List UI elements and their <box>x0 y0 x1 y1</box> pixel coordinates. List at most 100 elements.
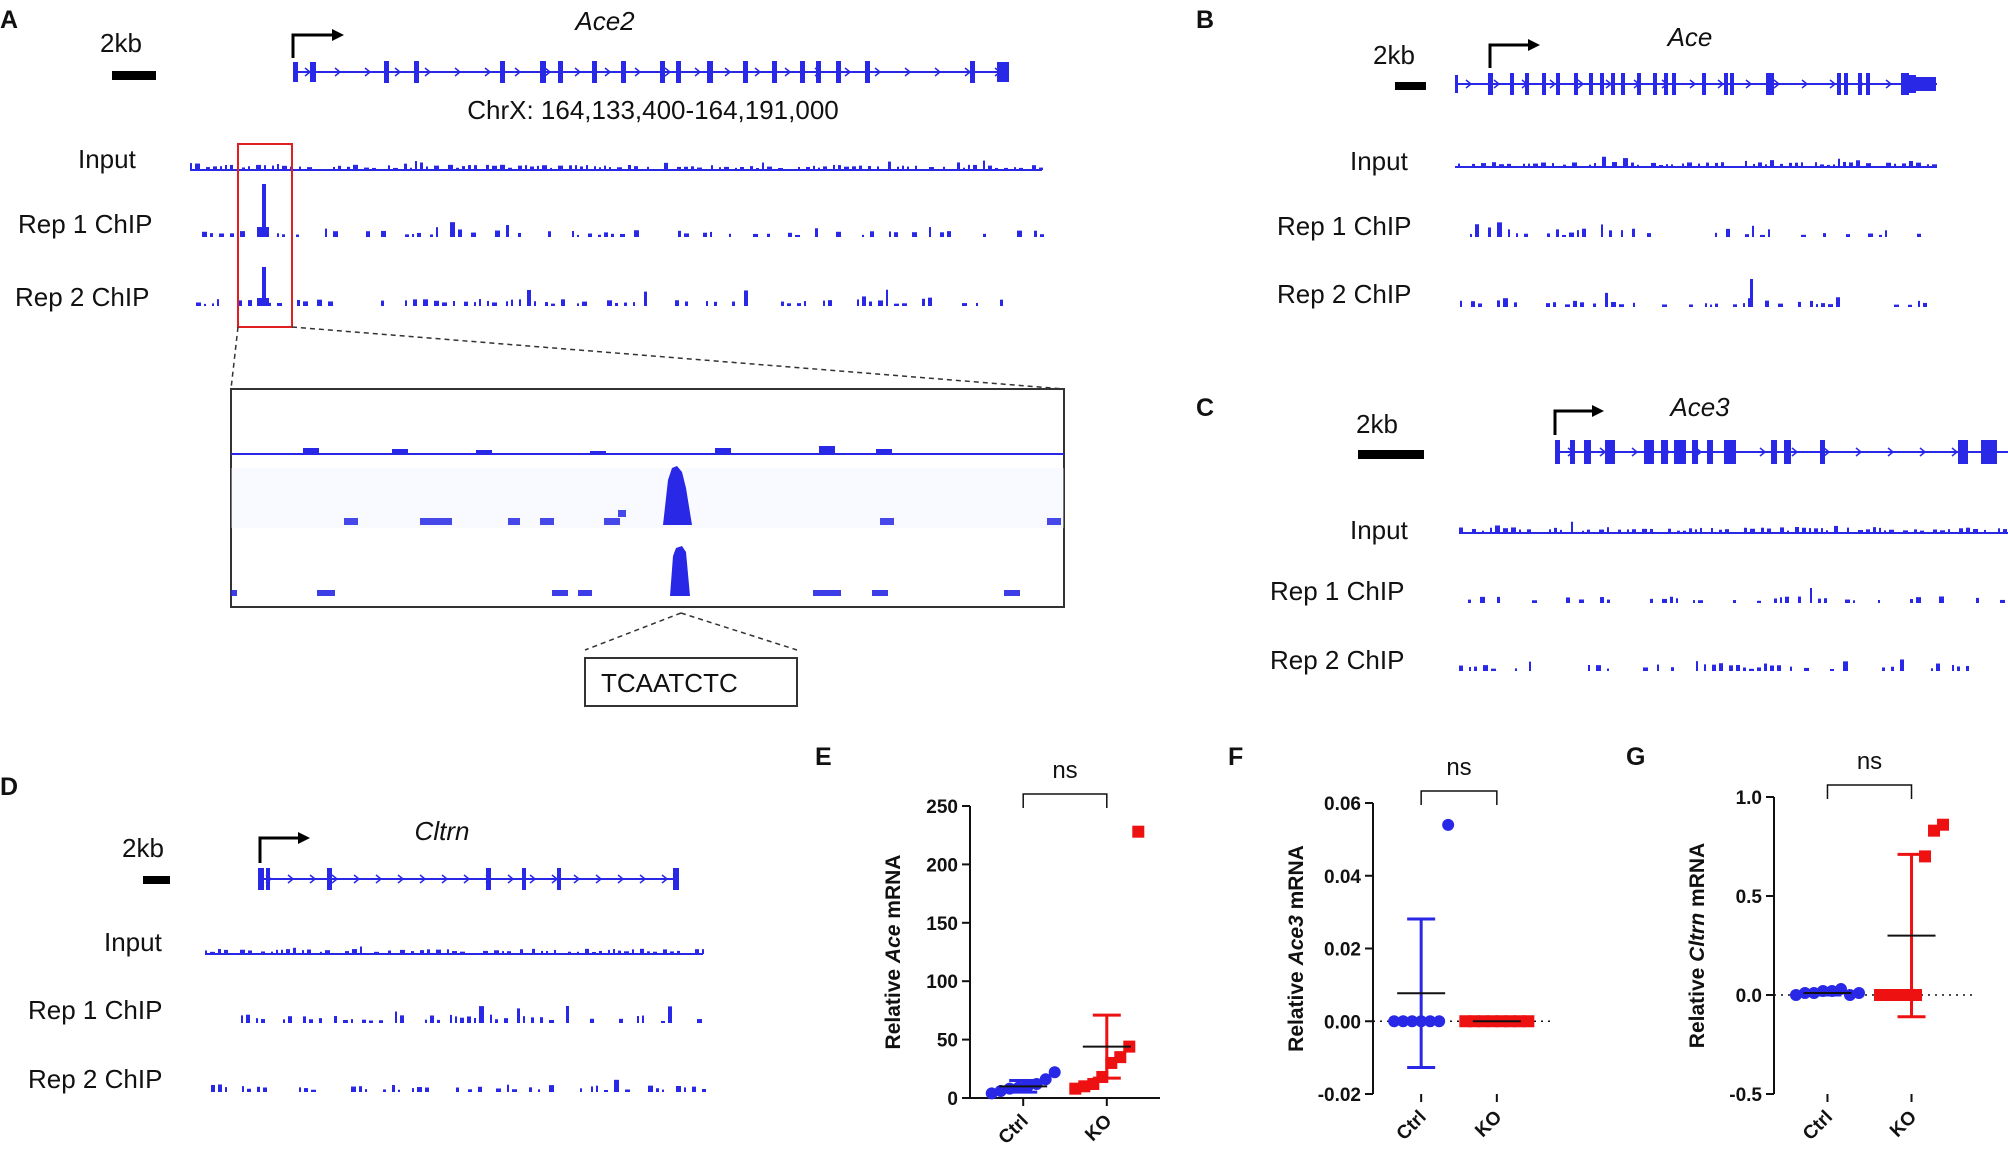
signal-bar <box>427 949 430 954</box>
signal-bar <box>400 949 405 954</box>
signal-bar <box>1804 667 1809 671</box>
exon <box>486 868 491 890</box>
signal-bar <box>417 1087 422 1092</box>
signal-bar <box>506 225 509 237</box>
track-label-rep2-d: Rep 2 ChIP <box>28 1064 162 1094</box>
ctrl-point <box>1039 1073 1052 1086</box>
signal-bar <box>604 1089 608 1092</box>
signal-bar <box>611 233 614 237</box>
signal-bar <box>415 161 417 170</box>
signal-bar <box>1846 234 1850 237</box>
exon <box>1724 73 1728 95</box>
signal-bar <box>1821 528 1823 533</box>
signal-bar <box>494 950 499 954</box>
signal-bar <box>976 302 978 306</box>
signal-bar <box>878 300 883 306</box>
signal-bar <box>1633 302 1635 307</box>
gene-model-a <box>293 61 1009 83</box>
signal-bar <box>1552 163 1554 167</box>
signal-bar <box>288 1016 292 1023</box>
signal-bar <box>276 949 278 954</box>
signal-bar <box>388 950 391 954</box>
signal-bar <box>1689 528 1692 533</box>
tss-arrow-a <box>291 29 344 58</box>
motif-line-right <box>680 612 798 651</box>
exon <box>1661 440 1668 464</box>
signal-bar <box>1882 667 1885 671</box>
signal-bar <box>1715 162 1718 167</box>
signal-bar <box>347 166 350 170</box>
signal-bar <box>502 951 504 954</box>
ctrl-point <box>1048 1066 1061 1079</box>
signal-bar <box>1469 667 1471 671</box>
exon <box>836 61 841 83</box>
exon <box>1600 73 1604 95</box>
signal-bar <box>744 290 748 306</box>
signal-bar <box>534 301 536 306</box>
signal-bar <box>628 164 631 170</box>
signal-bar <box>615 302 618 306</box>
exon <box>1771 440 1777 464</box>
signal-bar <box>1743 667 1746 671</box>
signal-bar <box>365 1089 367 1092</box>
signal-bar <box>607 300 612 306</box>
signal-bar <box>1823 233 1826 237</box>
signal-bar <box>1879 527 1881 533</box>
signal-bar <box>684 166 688 170</box>
signal-bar <box>1790 666 1792 671</box>
signal-bar <box>453 301 455 306</box>
strand-chevron <box>844 67 852 77</box>
signal-bar <box>1556 229 1559 237</box>
signal-bar <box>328 301 333 306</box>
ctrl-point <box>1012 1081 1025 1094</box>
x-tick-label: Ctrl <box>1393 1107 1431 1145</box>
signal-bar <box>1834 525 1838 533</box>
exon <box>1692 440 1698 464</box>
strand-chevron <box>1887 447 1895 457</box>
ko-point <box>1114 1051 1127 1064</box>
signal-bar <box>248 300 252 306</box>
signal-bar <box>599 167 601 170</box>
signal-bar <box>928 297 932 306</box>
signal-bar <box>1571 521 1573 533</box>
signal-bar <box>1826 530 1828 533</box>
y-tick-label: 200 <box>926 855 958 876</box>
track-label-input-a: Input <box>78 144 137 174</box>
signal-bar <box>272 165 274 170</box>
signal-bar <box>653 951 657 954</box>
signal-bar <box>1976 597 1979 603</box>
exon <box>1574 73 1578 95</box>
signal-bar <box>1843 161 1846 167</box>
signal-bar <box>1611 301 1616 307</box>
chip-tracks-d <box>205 946 706 1092</box>
signal-bar <box>1642 528 1647 533</box>
gene-name-b: Ace <box>1666 22 1713 52</box>
signal-bar <box>575 165 577 170</box>
zoom-input-bar <box>819 446 835 454</box>
exon <box>1570 440 1575 464</box>
signal-bar <box>366 231 370 237</box>
signal-bar <box>206 167 210 170</box>
signal-bar <box>582 301 587 306</box>
signal-bar <box>1725 529 1729 533</box>
strand-chevron <box>424 67 432 77</box>
signal-bar <box>1780 597 1782 603</box>
signal-bar <box>392 1085 395 1092</box>
signal-bar <box>684 1087 686 1092</box>
signal-bar <box>633 302 635 306</box>
peak-bar <box>262 184 266 237</box>
signal-bar <box>496 1088 501 1092</box>
signal-bar <box>1917 233 1921 237</box>
exon <box>1672 73 1676 95</box>
signal-bar <box>1472 528 1476 533</box>
strand-chevron <box>1773 79 1781 89</box>
signal-bar <box>1666 164 1668 167</box>
signal-bar <box>580 166 583 170</box>
signal-bar <box>815 228 818 237</box>
strand-chevron <box>934 67 942 77</box>
zoom-line-right <box>291 326 1065 390</box>
signal-bar <box>450 222 455 237</box>
signal-bar <box>420 950 424 954</box>
signal-bar <box>1491 668 1496 671</box>
track-label-rep1-d: Rep 1 ChIP <box>28 995 162 1025</box>
